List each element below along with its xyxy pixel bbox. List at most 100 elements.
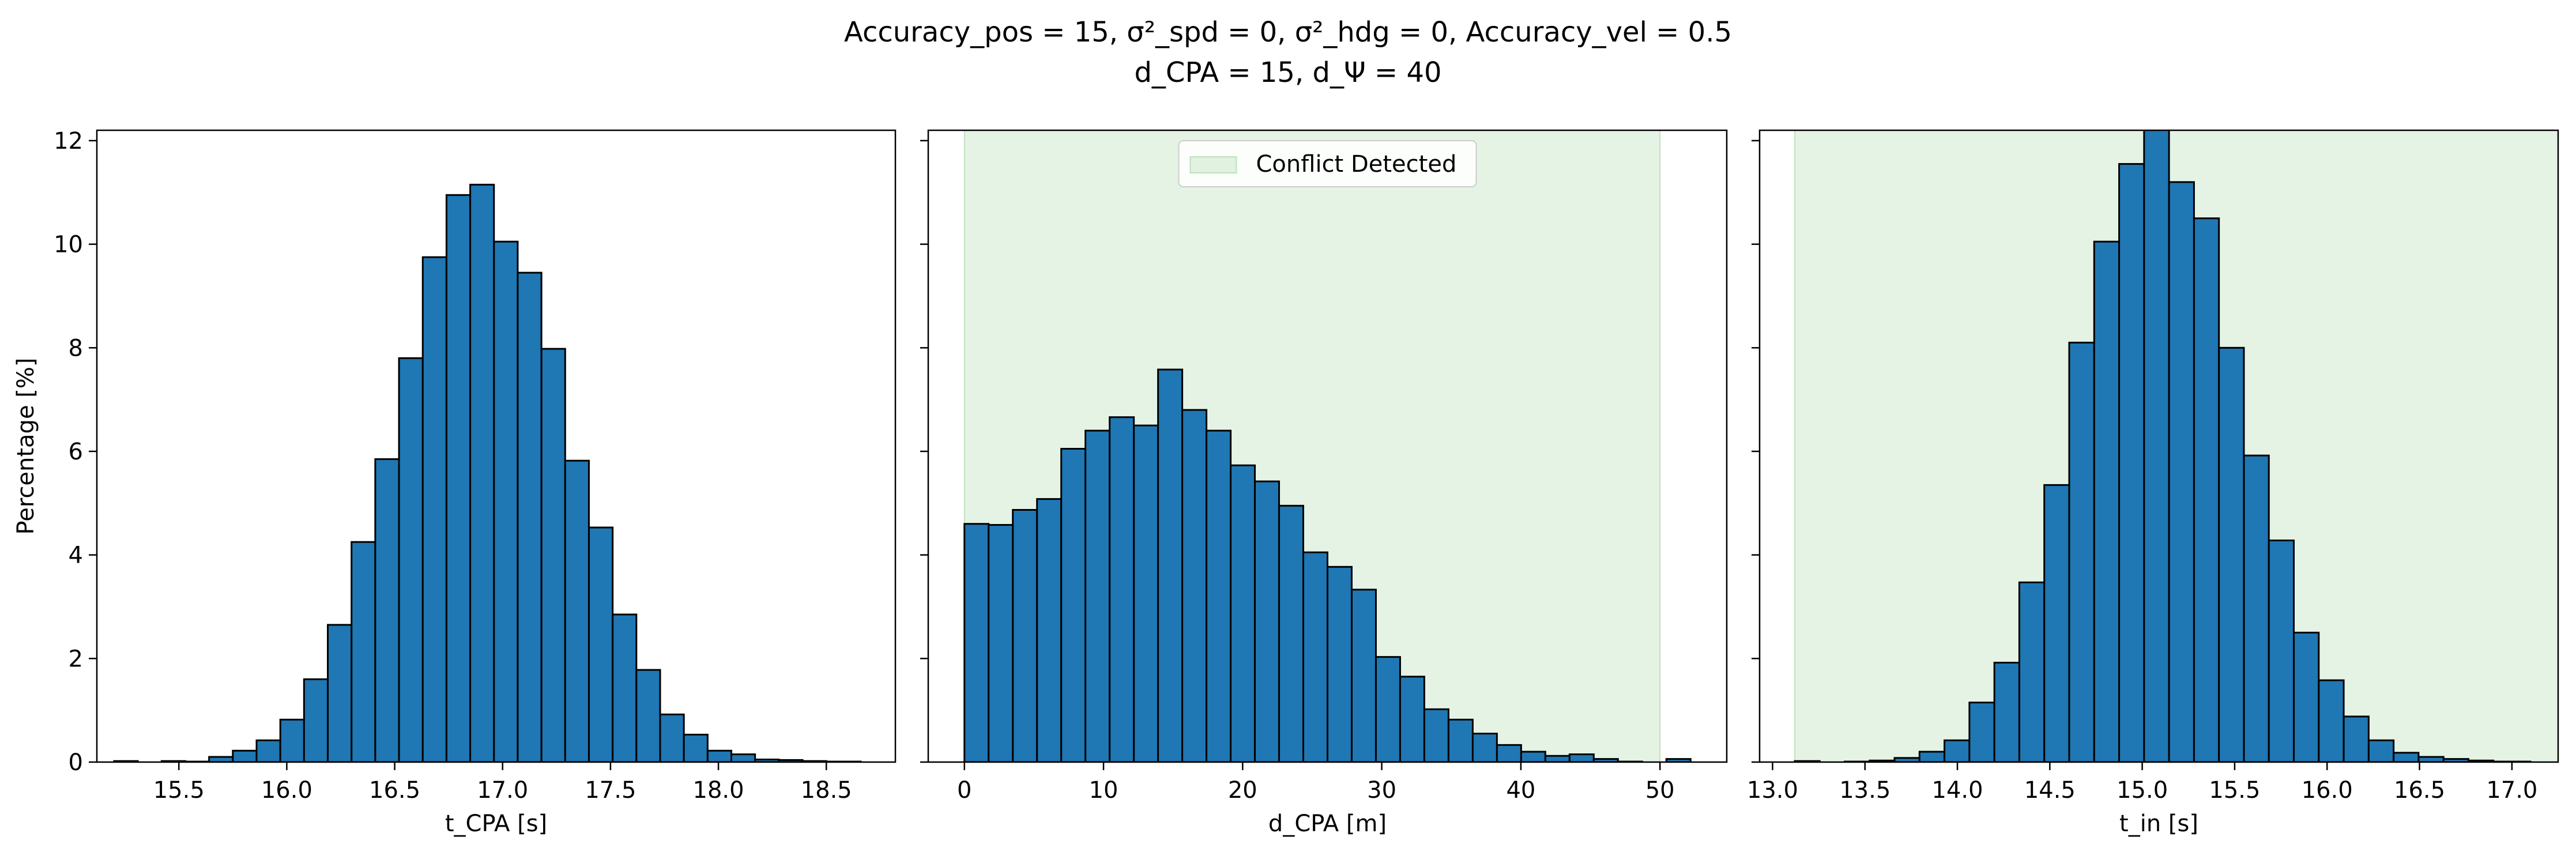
histogram-bar xyxy=(208,756,234,762)
y-tick-label: 4 xyxy=(69,542,83,569)
histogram-bar xyxy=(1012,508,1038,762)
histogram-bar xyxy=(1254,480,1281,762)
histogram-bar xyxy=(1592,758,1619,762)
histogram-bar xyxy=(2293,631,2320,762)
histogram-bar xyxy=(2143,130,2170,762)
histogram-bar xyxy=(988,524,1014,762)
histogram-bar xyxy=(1374,656,1401,762)
x-tick-label: 50 xyxy=(1645,777,1675,804)
y-axis-label: Percentage [%] xyxy=(13,358,39,535)
histogram-bar xyxy=(612,613,638,762)
histogram-bar xyxy=(2068,341,2095,762)
histogram-bar xyxy=(1206,429,1232,762)
histogram-bar xyxy=(327,624,353,762)
legend-swatch xyxy=(1189,156,1237,174)
x-tick-label: 16.5 xyxy=(369,777,420,804)
histogram-bar xyxy=(398,357,424,762)
plot-area xyxy=(113,183,862,762)
histogram-bar xyxy=(587,526,614,762)
histogram-bar xyxy=(1133,424,1159,762)
x-tick-label: 16.5 xyxy=(2394,777,2445,804)
histogram-bar xyxy=(255,739,281,762)
histogram-bar xyxy=(1302,551,1328,762)
histogram-bar xyxy=(421,256,447,762)
histogram-bar xyxy=(1993,662,2020,762)
axes-frame xyxy=(927,129,1728,763)
histogram-bar xyxy=(1157,368,1184,762)
histogram-bar xyxy=(469,183,495,762)
histogram-bar xyxy=(1544,755,1571,762)
y-tick-label: 0 xyxy=(69,749,83,776)
x-axis-label: t_in [s] xyxy=(2119,810,2198,837)
x-tick-label: 40 xyxy=(1506,777,1535,804)
x-tick-label: 16.0 xyxy=(2302,777,2353,804)
x-tick-label: 20 xyxy=(1228,777,1257,804)
subplot-3: 13.0 13.5 14.0 14.5 15.0 15.5 16.0 16.5 17.0 t_in… xyxy=(1747,129,2559,837)
histogram-bar xyxy=(730,753,756,762)
histogram-bar xyxy=(2417,756,2445,762)
histogram-bar xyxy=(2193,217,2220,762)
histogram-bar xyxy=(2318,679,2345,762)
subplots: 15.5 16.0 16.5 17.0 17.5 18.0 18.5 0 2 4 6 8 10 12 t_C… xyxy=(13,128,2559,837)
x-tick-label: 15.0 xyxy=(2116,777,2168,804)
histogram-bar xyxy=(1496,744,1522,762)
histogram-bar xyxy=(445,194,472,762)
x-tick-label: 30 xyxy=(1367,777,1396,804)
histogram-bar xyxy=(2367,739,2395,762)
histogram-bar xyxy=(1944,739,1971,762)
histogram-bar xyxy=(1918,751,1946,762)
histogram-bar xyxy=(1181,409,1208,762)
histogram-bar xyxy=(1399,676,1425,762)
histogram-bar xyxy=(2268,540,2295,762)
legend-box xyxy=(1178,140,1477,187)
histogram-bar xyxy=(374,458,400,762)
histogram-bar xyxy=(517,272,543,762)
histogram-bar xyxy=(963,523,990,762)
x-tick-label: 17.5 xyxy=(585,777,636,804)
histogram-bar xyxy=(706,749,733,762)
histogram-bar xyxy=(1471,733,1498,762)
histogram-bar xyxy=(1968,702,1995,762)
legend: Conflict Detected xyxy=(1178,140,1477,187)
x-tick-label: 0 xyxy=(957,777,971,804)
x-tick-label: 13.0 xyxy=(1747,777,1798,804)
y-tick-label: 2 xyxy=(69,646,83,672)
histogram-bar xyxy=(659,713,685,762)
axes-frame xyxy=(1758,129,2559,763)
histogram-bar xyxy=(1060,447,1087,762)
histogram-bar xyxy=(2093,240,2121,762)
x-tick-label: 14.5 xyxy=(2024,777,2076,804)
figure-title-line1: Accuracy_pos = 15, σ²_spd = 0, σ²_hdg = … xyxy=(844,16,1732,48)
histogram-bar xyxy=(2018,581,2046,762)
histogram-bar xyxy=(1327,566,1353,762)
histogram-bar xyxy=(1230,464,1256,762)
y-tick-label: 6 xyxy=(69,439,83,465)
histogram-bar xyxy=(2342,715,2370,762)
histogram-bar xyxy=(493,240,519,762)
x-axis-label: t_CPA [s] xyxy=(445,810,547,837)
x-tick-label: 17.0 xyxy=(2486,777,2537,804)
x-tick-label: 13.5 xyxy=(1839,777,1890,804)
histogram-bar xyxy=(1109,416,1135,762)
y-tick-label: 8 xyxy=(69,335,83,361)
axes-frame xyxy=(96,129,897,763)
subplot-2: 0 10 20 30 40 50 d_CPA [m] Conflict Detected xyxy=(920,129,1728,837)
x-tick-label: 10 xyxy=(1089,777,1118,804)
histogram-bar xyxy=(2168,181,2195,762)
histogram-bar xyxy=(2043,484,2070,762)
x-tick-label: 18.0 xyxy=(693,777,744,804)
figure-title-line2: d_CPA = 15, d_Ψ = 40 xyxy=(1134,56,1441,89)
x-tick-label: 18.5 xyxy=(801,777,852,804)
x-tick-label: 17.0 xyxy=(477,777,528,804)
histogram-bar xyxy=(1665,758,1692,762)
plot-area xyxy=(1794,130,2558,762)
histogram-bar xyxy=(540,348,566,762)
histogram-bar xyxy=(279,718,305,762)
subplot-1: 15.5 16.0 16.5 17.0 17.5 18.0 18.5 0 2 4 6 8 10 12 t_C… xyxy=(13,128,897,837)
x-tick-label: 15.5 xyxy=(153,777,205,804)
x-tick-label: 15.5 xyxy=(2209,777,2260,804)
histogram-bar xyxy=(351,541,376,762)
histogram-bar xyxy=(2243,454,2270,762)
plot-area xyxy=(963,130,1692,762)
